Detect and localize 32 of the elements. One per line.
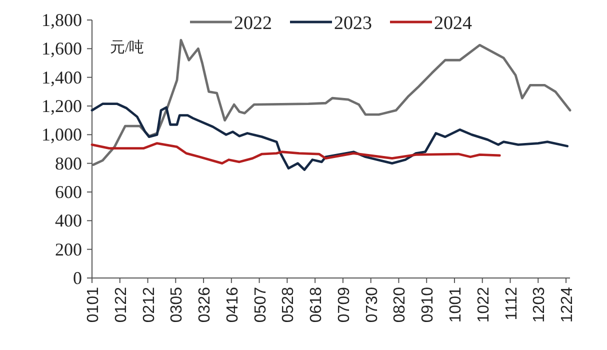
y-tick-label: 0 — [73, 268, 82, 288]
x-tick-label: 0305 — [168, 286, 186, 323]
x-tick-label: 0416 — [224, 286, 242, 323]
legend-label: 2022 — [234, 13, 272, 34]
x-tick-label: 0212 — [140, 286, 158, 323]
y-tick-label: 1,800 — [42, 10, 82, 30]
y-tick-label: 1,400 — [42, 67, 82, 88]
x-tick-label: 0730 — [364, 286, 381, 323]
y-tick-label: 1,200 — [42, 96, 82, 116]
x-tick-label: 0507 — [252, 286, 270, 323]
x-tick-label: 1112 — [503, 286, 520, 320]
y-tick-label: 400 — [55, 210, 82, 231]
y-tick-label: 600 — [55, 182, 82, 202]
y-tick-label: 1,000 — [42, 124, 82, 145]
legend-label: 2023 — [334, 13, 372, 34]
y-tick-label: 200 — [55, 239, 82, 260]
x-tick-label: 1001 — [447, 286, 464, 323]
x-tick-label: 0618 — [308, 286, 326, 323]
x-tick-label: 1022 — [475, 286, 492, 323]
y-tick-label: 800 — [55, 153, 82, 174]
y-axis-title: 元/吨 — [110, 39, 144, 56]
x-tick-label: 0326 — [196, 286, 214, 323]
legend-label: 2024 — [434, 13, 472, 34]
y-tick-label: 1,600 — [42, 38, 82, 59]
x-tick-label: 0528 — [280, 286, 298, 323]
x-tick-label: 0122 — [112, 286, 130, 323]
x-tick-label: 0101 — [85, 286, 102, 323]
x-tick-label: 0709 — [336, 286, 353, 323]
x-tick-label: 0910 — [420, 286, 437, 323]
x-tick-label: 1203 — [531, 286, 548, 323]
x-tick-label: 1224 — [559, 286, 576, 323]
x-tick-label: 0820 — [392, 286, 409, 323]
